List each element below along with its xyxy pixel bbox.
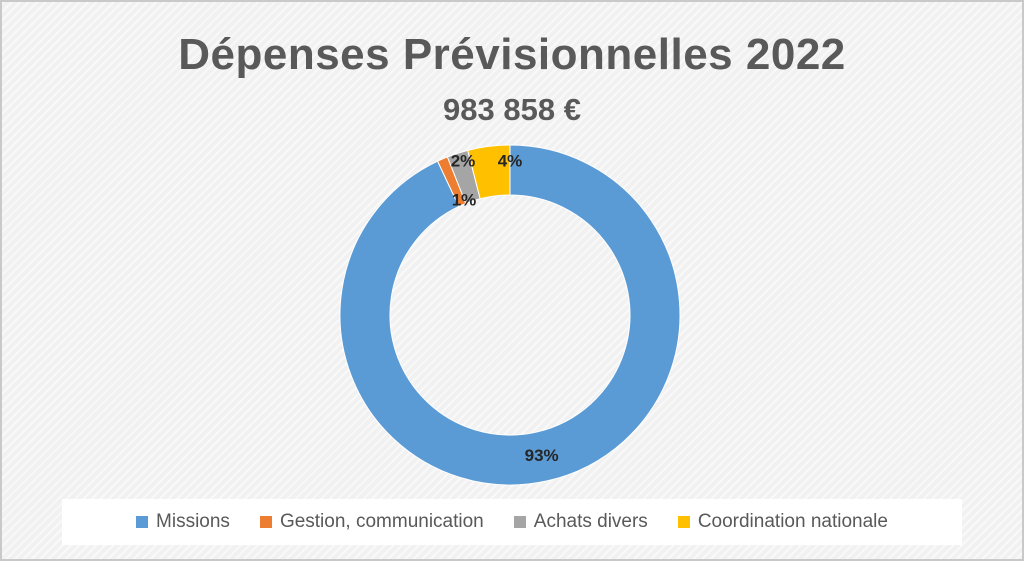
legend-label-missions: Missions: [156, 511, 230, 532]
legend-label-gestion-communication: Gestion, communication: [279, 511, 484, 532]
chart-subtitle: 983 858 €: [443, 92, 581, 127]
legend-swatch-gestion-communication: [259, 516, 272, 528]
legend-item-achats-divers: Achats divers: [513, 511, 648, 533]
slice-coordination-nationale: [467, 144, 511, 200]
slice-missions: [339, 144, 681, 486]
legend: Missions Gestion, communication Achats d…: [62, 499, 962, 545]
legend-item-missions: Missions: [136, 511, 230, 533]
legend-swatch-coordination-nationale: [677, 516, 690, 528]
data-label-gestion-communication: 1%: [452, 190, 477, 209]
legend-label-coordination-nationale: Coordination nationale: [697, 511, 888, 532]
legend-item-coordination-nationale: Coordination nationale: [677, 511, 888, 533]
legend-swatch-missions: [136, 516, 149, 528]
legend-item-gestion-communication: Gestion, communication: [259, 511, 484, 533]
data-label-missions: 93%: [525, 446, 559, 465]
data-label-coordination-nationale: 4%: [498, 151, 523, 170]
legend-label-achats-divers: Achats divers: [533, 511, 648, 532]
chart-title: Dépenses Prévisionnelles 2022: [178, 30, 846, 79]
legend-swatch-achats-divers: [513, 516, 526, 528]
data-label-achats-divers: 2%: [451, 151, 476, 170]
